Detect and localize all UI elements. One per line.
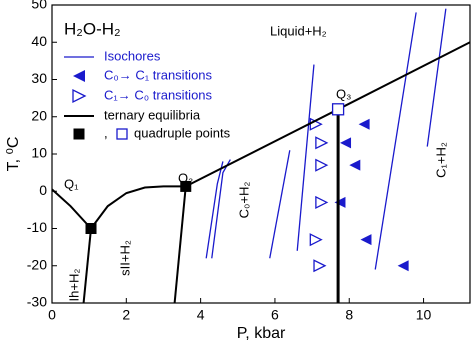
- y-tick-label: 20: [31, 107, 47, 123]
- square-marker: [331, 103, 345, 116]
- y-tick-label: 10: [31, 145, 47, 161]
- annotation: Ih+H₂: [66, 269, 81, 302]
- x-tick-label: 0: [48, 307, 56, 323]
- series-line: [269, 150, 291, 259]
- triangle-marker: [360, 234, 372, 246]
- triangle-marker: [315, 195, 329, 209]
- x-tick-label: 4: [197, 307, 205, 323]
- triangle-marker: [315, 136, 329, 150]
- triangle-marker: [397, 260, 409, 272]
- triangle-marker: [334, 196, 346, 208]
- y-tick-label: -20: [27, 256, 47, 272]
- series-line: [296, 64, 315, 251]
- series-line: [90, 185, 186, 230]
- square-marker: [116, 128, 128, 140]
- triangle-marker: [313, 259, 327, 273]
- triangle-marker: [349, 159, 361, 171]
- legend-label: ,: [104, 125, 108, 140]
- legend-label: quadruple points: [134, 125, 231, 140]
- x-axis-label: P, kbar: [237, 325, 286, 342]
- y-tick-label: -10: [27, 219, 47, 235]
- annotation: C₀+H₂: [236, 182, 251, 219]
- y-tick-label: -30: [27, 294, 47, 310]
- y-tick-label: 30: [31, 70, 47, 86]
- square-marker: [85, 223, 97, 234]
- triangle-marker: [315, 158, 329, 172]
- legend-label: C₁→ C₀ transitions: [104, 87, 213, 102]
- x-tick-label: 2: [122, 307, 130, 323]
- series-line: [185, 41, 471, 188]
- triangle-marker: [309, 233, 323, 247]
- legend-label: Isochores: [104, 48, 161, 63]
- series-line: [173, 186, 187, 304]
- y-tick-label: 50: [31, 0, 47, 12]
- square-marker: [180, 180, 192, 192]
- legend-label: C₀→ C₁ transitions: [104, 67, 213, 82]
- chart-title: H₂O-H₂: [64, 19, 121, 38]
- series-line: [82, 228, 93, 304]
- series-line: [374, 12, 417, 270]
- series-line: [205, 161, 224, 259]
- series-line: [426, 8, 447, 147]
- annotation: sII+H₂: [117, 240, 132, 276]
- y-axis-label: T, ⁰C: [5, 137, 22, 172]
- annotation: C₁+H₂: [433, 142, 448, 178]
- x-tick-label: 10: [416, 307, 432, 323]
- y-tick-label: 40: [31, 33, 47, 49]
- square-marker: [73, 128, 85, 140]
- x-tick-label: 6: [271, 307, 279, 323]
- annotation: Q₁: [64, 176, 79, 191]
- triangle-marker: [340, 137, 352, 149]
- y-tick-label: 0: [39, 182, 47, 198]
- x-tick-label: 8: [345, 307, 353, 323]
- triangle-marker: [72, 88, 87, 104]
- legend-label: ternary equilibria: [104, 107, 201, 122]
- annotation: Liquid+H₂: [270, 23, 327, 38]
- annotation: Q₃: [336, 86, 351, 101]
- triangle-marker: [73, 70, 85, 82]
- series-line: [51, 188, 92, 230]
- triangle-marker: [358, 118, 370, 130]
- series-line: [211, 159, 231, 259]
